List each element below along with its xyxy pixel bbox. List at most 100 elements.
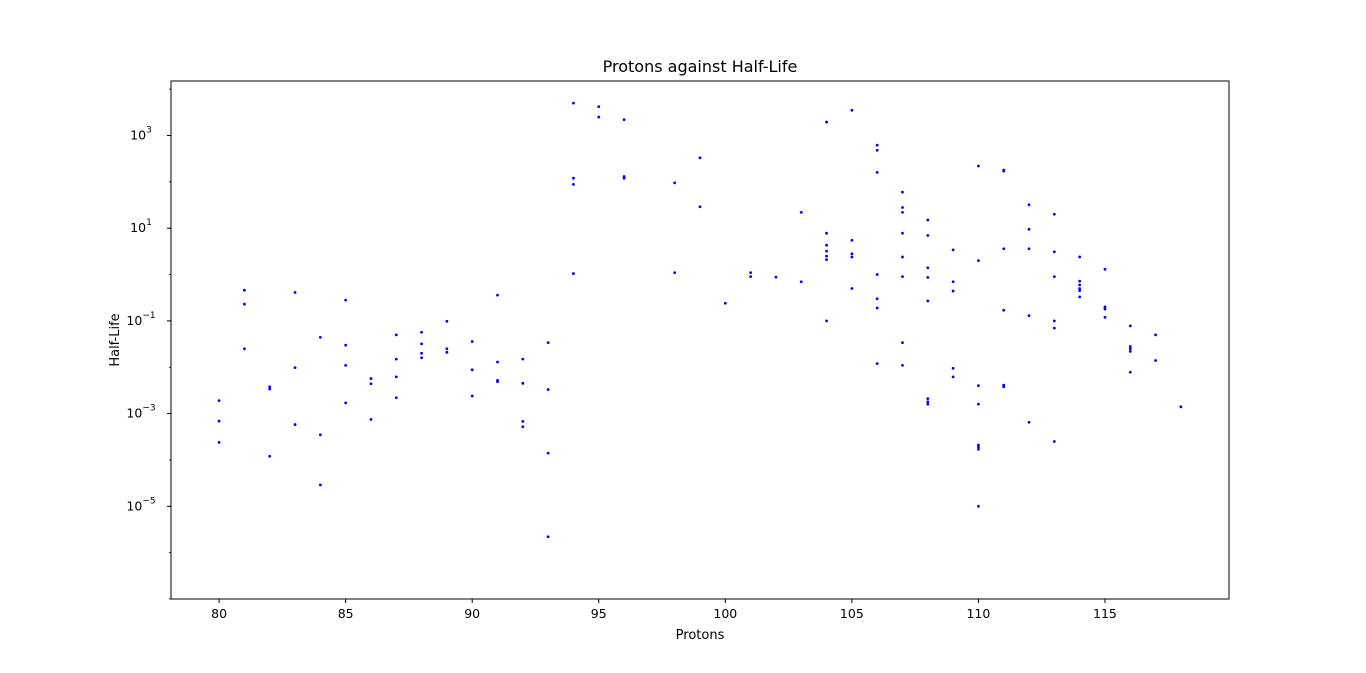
scatter-point bbox=[622, 176, 626, 180]
scatter-point bbox=[1002, 169, 1006, 173]
y-tick-label: 10−5 bbox=[126, 496, 155, 513]
scatter-point bbox=[445, 319, 449, 323]
scatter-point bbox=[825, 258, 828, 262]
scatter-point bbox=[268, 454, 272, 458]
scatter-point bbox=[926, 397, 930, 401]
scatter-point bbox=[926, 218, 930, 222]
scatter-point bbox=[1078, 255, 1082, 259]
scatter-point bbox=[901, 341, 904, 345]
scatter-point bbox=[1052, 440, 1056, 443]
x-axis-label: Protons bbox=[676, 628, 725, 643]
scatter-point bbox=[1128, 324, 1132, 328]
x-tick-label: 95 bbox=[591, 606, 607, 621]
scatter-point bbox=[1027, 247, 1031, 251]
y-tick-label: 103 bbox=[130, 126, 152, 143]
scatter-point bbox=[622, 118, 626, 122]
y-tick-label: 101 bbox=[130, 218, 152, 235]
scatter-point bbox=[850, 255, 854, 259]
scatter-point bbox=[926, 275, 930, 279]
scatter-point bbox=[749, 271, 753, 275]
scatter-point bbox=[977, 402, 980, 406]
scatter-point bbox=[1052, 319, 1056, 323]
scatter-point bbox=[445, 350, 449, 354]
scatter-point bbox=[698, 156, 702, 160]
scatter-point bbox=[850, 287, 854, 290]
x-axis: 80 85 90 95 100 105 110 115 bbox=[211, 599, 1117, 621]
scatter-point bbox=[926, 299, 930, 303]
scatter-point bbox=[521, 357, 525, 361]
scatter-point bbox=[825, 319, 828, 323]
scatter-point bbox=[243, 347, 246, 351]
scatter-point bbox=[850, 108, 854, 112]
scatter-point bbox=[774, 275, 778, 279]
scatter-point bbox=[394, 375, 398, 379]
x-tick-label: 90 bbox=[464, 606, 480, 621]
scatter-point bbox=[496, 360, 499, 364]
scatter-point bbox=[951, 289, 955, 293]
scatter-point bbox=[572, 272, 575, 275]
scatter-point bbox=[496, 380, 499, 384]
plot-area bbox=[217, 101, 1183, 539]
scatter-point bbox=[901, 275, 904, 279]
scatter-point bbox=[850, 238, 854, 242]
scatter-point bbox=[293, 366, 297, 370]
scatter-point bbox=[521, 419, 525, 423]
scatter-point bbox=[825, 231, 828, 235]
scatter-point bbox=[875, 273, 879, 276]
scatter-point bbox=[217, 440, 221, 444]
scatter-point bbox=[698, 205, 702, 209]
scatter-point bbox=[1154, 333, 1157, 337]
scatter-point bbox=[369, 377, 373, 380]
scatter-point bbox=[470, 394, 474, 398]
scatter-point bbox=[825, 249, 828, 253]
scatter-point bbox=[546, 388, 550, 391]
scatter-point bbox=[1078, 289, 1082, 293]
scatter-point bbox=[1052, 212, 1056, 216]
scatter-point bbox=[799, 210, 803, 214]
scatter-point bbox=[268, 387, 272, 391]
scatter-point bbox=[1128, 349, 1132, 353]
scatter-point bbox=[293, 291, 297, 294]
scatter-point bbox=[1027, 420, 1031, 424]
scatter-point bbox=[344, 363, 348, 367]
scatter-point bbox=[394, 396, 398, 400]
scatter-point bbox=[546, 341, 550, 345]
scatter-point bbox=[572, 183, 575, 186]
scatter-point bbox=[344, 401, 348, 405]
scatter-point bbox=[420, 330, 423, 334]
x-tick-label: 105 bbox=[840, 606, 864, 621]
scatter-point bbox=[572, 101, 575, 105]
scatter-point bbox=[926, 402, 930, 406]
scatter-point bbox=[901, 363, 904, 367]
scatter-point bbox=[394, 357, 398, 361]
scatter-point bbox=[875, 143, 879, 147]
scatter-point bbox=[926, 233, 930, 237]
x-tick-label: 115 bbox=[1093, 606, 1117, 621]
scatter-point bbox=[597, 115, 601, 119]
scatter-point bbox=[1128, 345, 1132, 348]
x-tick-label: 100 bbox=[713, 606, 737, 621]
scatter-point bbox=[445, 347, 449, 351]
scatter-point bbox=[1078, 283, 1082, 287]
scatter-point bbox=[318, 483, 322, 487]
scatter-point bbox=[875, 148, 879, 152]
scatter-point bbox=[1002, 385, 1006, 389]
y-axis: 10−5 10−3 10−1 101 103 bbox=[126, 88, 171, 600]
scatter-point bbox=[1128, 347, 1132, 351]
scatter-point bbox=[521, 425, 525, 429]
scatter-point bbox=[1103, 305, 1107, 309]
scatter-point bbox=[344, 343, 348, 347]
scatter-point bbox=[521, 381, 525, 385]
scatter-point bbox=[1078, 295, 1082, 299]
scatter-point bbox=[243, 302, 246, 306]
scatter-point bbox=[369, 382, 373, 386]
scatter-point bbox=[546, 451, 550, 455]
scatter-point bbox=[901, 206, 904, 209]
scatter-point bbox=[850, 252, 854, 256]
scatter-point bbox=[1052, 275, 1056, 279]
x-tick-label: 80 bbox=[211, 606, 227, 621]
scatter-point bbox=[572, 176, 575, 180]
scatter-point bbox=[268, 385, 272, 389]
scatter-point bbox=[825, 120, 828, 124]
